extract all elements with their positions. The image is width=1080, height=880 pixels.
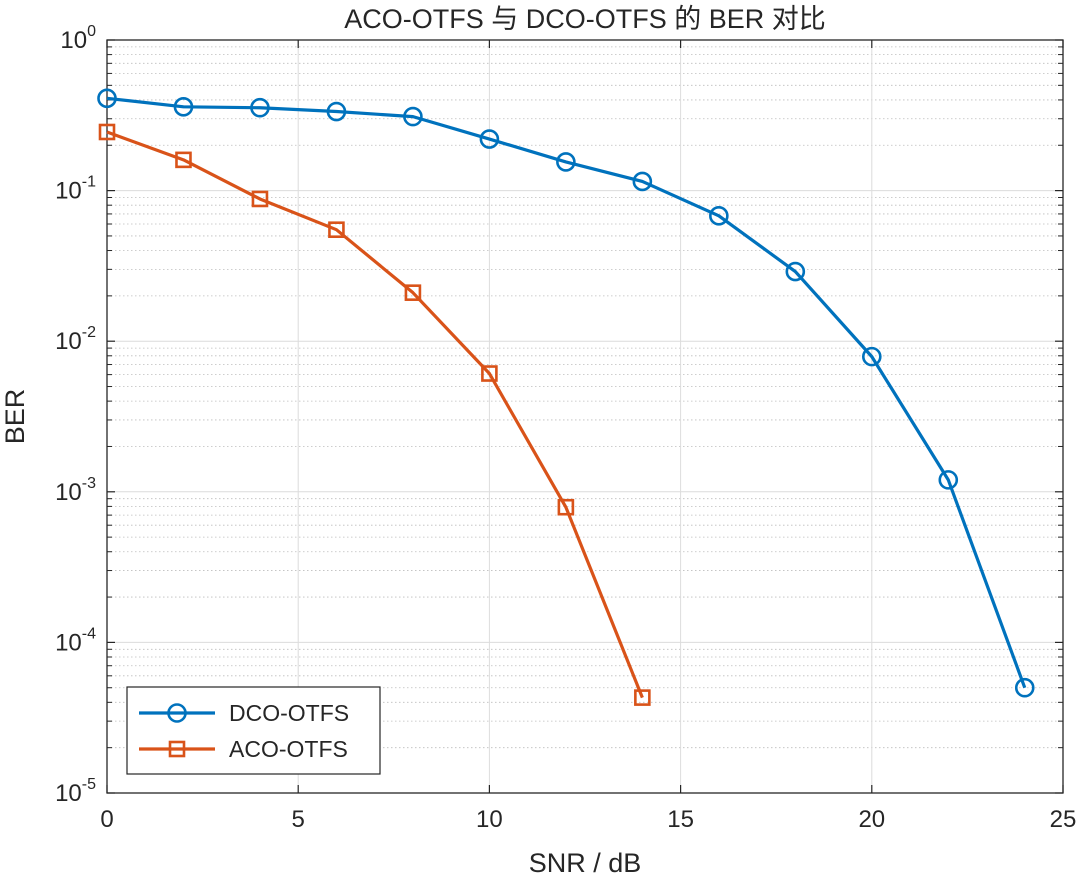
data-point — [556, 152, 576, 172]
data-point — [97, 88, 117, 109]
data-point — [557, 498, 575, 516]
data-point — [326, 101, 347, 122]
legend-box — [126, 686, 381, 775]
y-tick-base: 10 — [55, 328, 82, 355]
y-tick-label: 10-5 — [55, 776, 96, 807]
plot-frame — [106, 39, 1064, 794]
x-tick-label: 15 — [667, 806, 694, 833]
y-tick-exponent: -2 — [82, 324, 96, 341]
y-tick-exponent: -1 — [82, 174, 96, 191]
data-point — [251, 190, 269, 208]
y-tick-exponent: -3 — [82, 475, 96, 492]
legend-marker — [167, 703, 187, 723]
y-tick-base: 10 — [55, 629, 82, 656]
x-tick-label: 0 — [100, 806, 113, 833]
data-point — [634, 689, 651, 706]
y-tick-exponent: 0 — [87, 23, 96, 40]
data-point — [709, 206, 729, 226]
data-point — [173, 97, 194, 117]
y-tick-exponent: -4 — [82, 625, 96, 642]
y-tick-label: 100 — [60, 23, 96, 54]
series-layer — [97, 88, 1035, 706]
data-point — [938, 470, 959, 490]
y-tick-label: 10-3 — [55, 475, 96, 506]
y-tick-base: 10 — [60, 27, 87, 54]
series-line — [106, 130, 644, 699]
data-point — [404, 284, 422, 301]
plot-area — [107, 40, 1063, 793]
x-tick-label: 25 — [1050, 806, 1077, 833]
x-tick-label: 5 — [292, 806, 305, 833]
data-point — [861, 346, 882, 367]
y-tick-label: 10-4 — [55, 625, 96, 656]
data-point — [250, 97, 270, 118]
data-point — [403, 106, 423, 127]
y-tick-base: 10 — [55, 178, 82, 205]
legend-label: DCO-OTFS — [229, 700, 349, 726]
chart-title: ACO-OTFS 与 DCO-OTFS 的 BER 对比 — [344, 4, 826, 34]
data-point — [479, 129, 500, 149]
legend-label: ACO-OTFS — [229, 736, 348, 762]
data-point — [481, 365, 498, 382]
y-tick-exponent: -5 — [82, 776, 96, 793]
x-axis-label: SNR / dB — [529, 848, 642, 878]
y-tick-label: 10-1 — [55, 174, 96, 205]
data-point — [632, 171, 653, 192]
data-point — [1014, 677, 1035, 698]
y-tick-label: 10-2 — [55, 324, 96, 355]
x-tick-label: 10 — [476, 806, 503, 833]
data-point — [98, 123, 116, 141]
x-tick-label: 20 — [858, 806, 885, 833]
y-tick-base: 10 — [55, 479, 82, 506]
data-point — [328, 221, 345, 239]
data-point — [175, 151, 192, 169]
y-axis-label: BER — [0, 389, 30, 445]
series-circle — [97, 88, 1035, 698]
series-square — [98, 123, 651, 706]
legend: DCO-OTFS ACO-OTFS — [126, 686, 381, 775]
y-tick-base: 10 — [55, 780, 82, 807]
data-point — [785, 261, 806, 282]
minor-grid — [107, 46, 1063, 749]
series-line — [106, 96, 1027, 689]
legend-marker — [168, 740, 186, 758]
